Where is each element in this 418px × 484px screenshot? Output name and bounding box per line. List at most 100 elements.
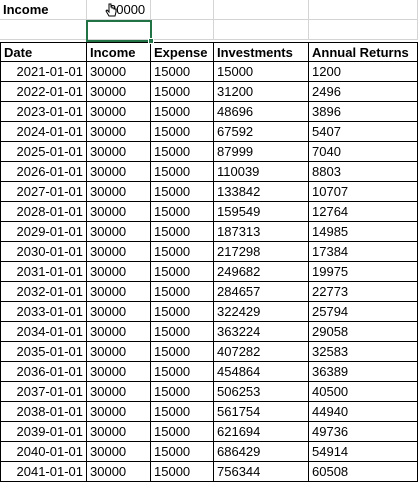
expense-cell[interactable]: 15000 [151, 462, 214, 482]
income-cell[interactable]: 30000 [87, 82, 151, 102]
expense-cell[interactable]: 15000 [151, 262, 214, 282]
expense-cell[interactable]: 15000 [151, 222, 214, 242]
expense-cell[interactable]: 15000 [151, 242, 214, 262]
expense-cell[interactable]: 15000 [151, 62, 214, 82]
expense-cell[interactable]: 15000 [151, 402, 214, 422]
annual-returns-cell[interactable]: 1200 [309, 62, 418, 82]
selected-cell[interactable] [87, 20, 151, 40]
date-cell[interactable]: 2023-01-01 [0, 102, 87, 122]
date-cell[interactable]: 2030-01-01 [0, 242, 87, 262]
annual-returns-cell[interactable]: 2496 [309, 82, 418, 102]
annual-returns-cell[interactable]: 3896 [309, 102, 418, 122]
annual-returns-cell[interactable]: 12764 [309, 202, 418, 222]
income-cell[interactable]: 30000 [87, 362, 151, 382]
annual-returns-cell[interactable]: 44940 [309, 402, 418, 422]
annual-returns-cell[interactable]: 19975 [309, 262, 418, 282]
header-income[interactable]: Income [87, 42, 151, 62]
investments-cell[interactable]: 67592 [214, 122, 309, 142]
investments-cell[interactable]: 31200 [214, 82, 309, 102]
investments-cell[interactable]: 322429 [214, 302, 309, 322]
expense-cell[interactable]: 15000 [151, 142, 214, 162]
investments-cell[interactable]: 159549 [214, 202, 309, 222]
header-annual-returns[interactable]: Annual Returns [309, 42, 418, 62]
date-cell[interactable]: 2035-01-01 [0, 342, 87, 362]
income-cell[interactable]: 30000 [87, 402, 151, 422]
date-cell[interactable]: 2038-01-01 [0, 402, 87, 422]
income-cell[interactable]: 30000 [87, 342, 151, 362]
investments-cell[interactable]: 621694 [214, 422, 309, 442]
investments-cell[interactable]: 217298 [214, 242, 309, 262]
income-cell[interactable]: 30000 [87, 382, 151, 402]
date-cell[interactable]: 2040-01-01 [0, 442, 87, 462]
date-cell[interactable]: 2033-01-01 [0, 302, 87, 322]
date-cell[interactable]: 2041-01-01 [0, 462, 87, 482]
date-cell[interactable]: 2034-01-01 [0, 322, 87, 342]
expense-cell[interactable]: 15000 [151, 122, 214, 142]
expense-cell[interactable]: 15000 [151, 382, 214, 402]
income-cell[interactable]: 30000 [87, 122, 151, 142]
annual-returns-cell[interactable]: 10707 [309, 182, 418, 202]
investments-cell[interactable]: 87999 [214, 142, 309, 162]
income-cell[interactable]: 30000 [87, 102, 151, 122]
empty-cell[interactable] [309, 20, 418, 40]
income-cell[interactable]: 30000 [87, 422, 151, 442]
expense-cell[interactable]: 15000 [151, 162, 214, 182]
income-cell[interactable]: 30000 [87, 142, 151, 162]
expense-cell[interactable]: 15000 [151, 82, 214, 102]
investments-cell[interactable]: 110039 [214, 162, 309, 182]
income-cell[interactable]: 30000 [87, 162, 151, 182]
date-cell[interactable]: 2024-01-01 [0, 122, 87, 142]
annual-returns-cell[interactable]: 54914 [309, 442, 418, 462]
expense-cell[interactable]: 15000 [151, 362, 214, 382]
annual-returns-cell[interactable]: 7040 [309, 142, 418, 162]
empty-cell[interactable] [151, 0, 214, 20]
expense-cell[interactable]: 15000 [151, 442, 214, 462]
date-cell[interactable]: 2036-01-01 [0, 362, 87, 382]
empty-cell[interactable] [0, 20, 87, 40]
investments-cell[interactable]: 363224 [214, 322, 309, 342]
annual-returns-cell[interactable]: 17384 [309, 242, 418, 262]
date-cell[interactable]: 2027-01-01 [0, 182, 87, 202]
date-cell[interactable]: 2021-01-01 [0, 62, 87, 82]
annual-returns-cell[interactable]: 22773 [309, 282, 418, 302]
date-cell[interactable]: 2031-01-01 [0, 262, 87, 282]
investments-cell[interactable]: 454864 [214, 362, 309, 382]
empty-cell[interactable] [214, 20, 309, 40]
income-cell[interactable]: 30000 [87, 222, 151, 242]
income-label-cell[interactable]: Income [0, 0, 87, 20]
investments-cell[interactable]: 686429 [214, 442, 309, 462]
date-cell[interactable]: 2039-01-01 [0, 422, 87, 442]
investments-cell[interactable]: 506253 [214, 382, 309, 402]
income-cell[interactable]: 30000 [87, 242, 151, 262]
investments-cell[interactable]: 561754 [214, 402, 309, 422]
date-cell[interactable]: 2026-01-01 [0, 162, 87, 182]
empty-cell[interactable] [151, 20, 214, 40]
date-cell[interactable]: 2037-01-01 [0, 382, 87, 402]
date-cell[interactable]: 2032-01-01 [0, 282, 87, 302]
income-cell[interactable]: 30000 [87, 62, 151, 82]
annual-returns-cell[interactable]: 32583 [309, 342, 418, 362]
expense-cell[interactable]: 15000 [151, 282, 214, 302]
investments-cell[interactable]: 284657 [214, 282, 309, 302]
annual-returns-cell[interactable]: 49736 [309, 422, 418, 442]
expense-cell[interactable]: 15000 [151, 102, 214, 122]
empty-cell[interactable] [214, 0, 309, 20]
empty-cell[interactable] [309, 0, 418, 20]
annual-returns-cell[interactable]: 36389 [309, 362, 418, 382]
header-investments[interactable]: Investments [214, 42, 309, 62]
annual-returns-cell[interactable]: 25794 [309, 302, 418, 322]
income-cell[interactable]: 30000 [87, 202, 151, 222]
expense-cell[interactable]: 15000 [151, 342, 214, 362]
date-cell[interactable]: 2028-01-01 [0, 202, 87, 222]
income-cell[interactable]: 30000 [87, 322, 151, 342]
investments-cell[interactable]: 756344 [214, 462, 309, 482]
annual-returns-cell[interactable]: 40500 [309, 382, 418, 402]
date-cell[interactable]: 2025-01-01 [0, 142, 87, 162]
income-cell[interactable]: 30000 [87, 302, 151, 322]
date-cell[interactable]: 2029-01-01 [0, 222, 87, 242]
investments-cell[interactable]: 407282 [214, 342, 309, 362]
income-cell[interactable]: 30000 [87, 262, 151, 282]
income-value-cell[interactable]: 30000 [87, 0, 151, 20]
investments-cell[interactable]: 48696 [214, 102, 309, 122]
annual-returns-cell[interactable]: 5407 [309, 122, 418, 142]
